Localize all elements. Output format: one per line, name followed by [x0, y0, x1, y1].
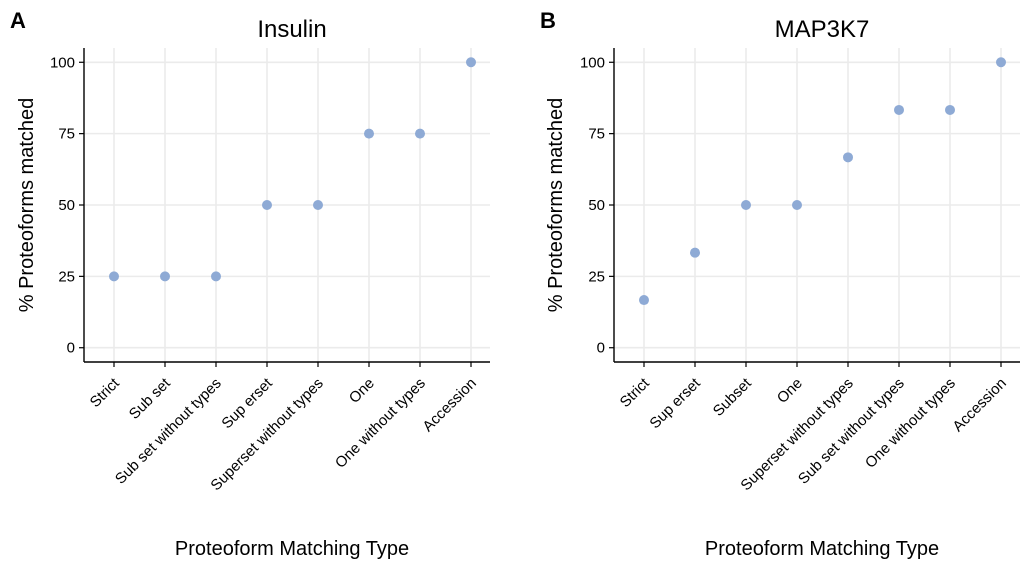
y-tick-label: 25 — [588, 268, 605, 285]
data-point — [313, 200, 323, 210]
panel-label: B — [540, 8, 556, 33]
data-point — [364, 128, 374, 139]
chart-title: Insulin — [257, 16, 326, 43]
x-axis-title: Proteoform Matching Type — [705, 538, 939, 560]
panel-label: A — [10, 8, 26, 33]
data-point — [945, 104, 955, 115]
data-point — [160, 271, 170, 282]
data-point — [690, 247, 700, 258]
x-tick-label: Subset — [710, 374, 756, 420]
y-tick-label: 75 — [58, 126, 75, 143]
data-point — [996, 57, 1006, 68]
y-tick-label: 50 — [58, 197, 75, 214]
y-tick-label: 25 — [58, 268, 75, 285]
x-tick-label: Strict — [87, 374, 124, 411]
x-tick-label: Accession — [419, 375, 479, 435]
x-tick-label: Strict — [617, 374, 654, 411]
data-point — [792, 200, 802, 210]
x-tick-label: One — [774, 375, 806, 407]
chart-title: MAP3K7 — [775, 16, 870, 43]
data-point — [262, 200, 272, 210]
x-tick-label: Sup erset — [646, 374, 704, 432]
y-tick-label: 0 — [597, 340, 605, 357]
x-tick-label: Sub set — [126, 374, 175, 423]
data-point — [843, 152, 853, 163]
y-tick-label: 100 — [50, 54, 75, 71]
data-point — [109, 271, 119, 282]
x-tick-label: One without types — [332, 375, 429, 472]
data-point — [415, 128, 425, 139]
y-axis-title: % Proteoforms matched — [16, 98, 38, 313]
data-point — [741, 200, 751, 210]
data-point — [639, 295, 649, 306]
data-point — [466, 57, 476, 68]
x-tick-label: One without types — [862, 375, 959, 472]
y-tick-label: 0 — [67, 340, 75, 357]
x-tick-label: Accession — [949, 375, 1009, 435]
y-tick-label: 75 — [588, 126, 605, 143]
y-tick-label: 100 — [580, 54, 605, 71]
data-point — [211, 271, 221, 282]
data-point — [894, 104, 904, 115]
y-axis-title: % Proteoforms matched — [545, 98, 567, 313]
x-tick-label: One — [346, 375, 378, 407]
x-axis-title: Proteoform Matching Type — [175, 538, 409, 560]
y-tick-label: 50 — [588, 197, 605, 214]
